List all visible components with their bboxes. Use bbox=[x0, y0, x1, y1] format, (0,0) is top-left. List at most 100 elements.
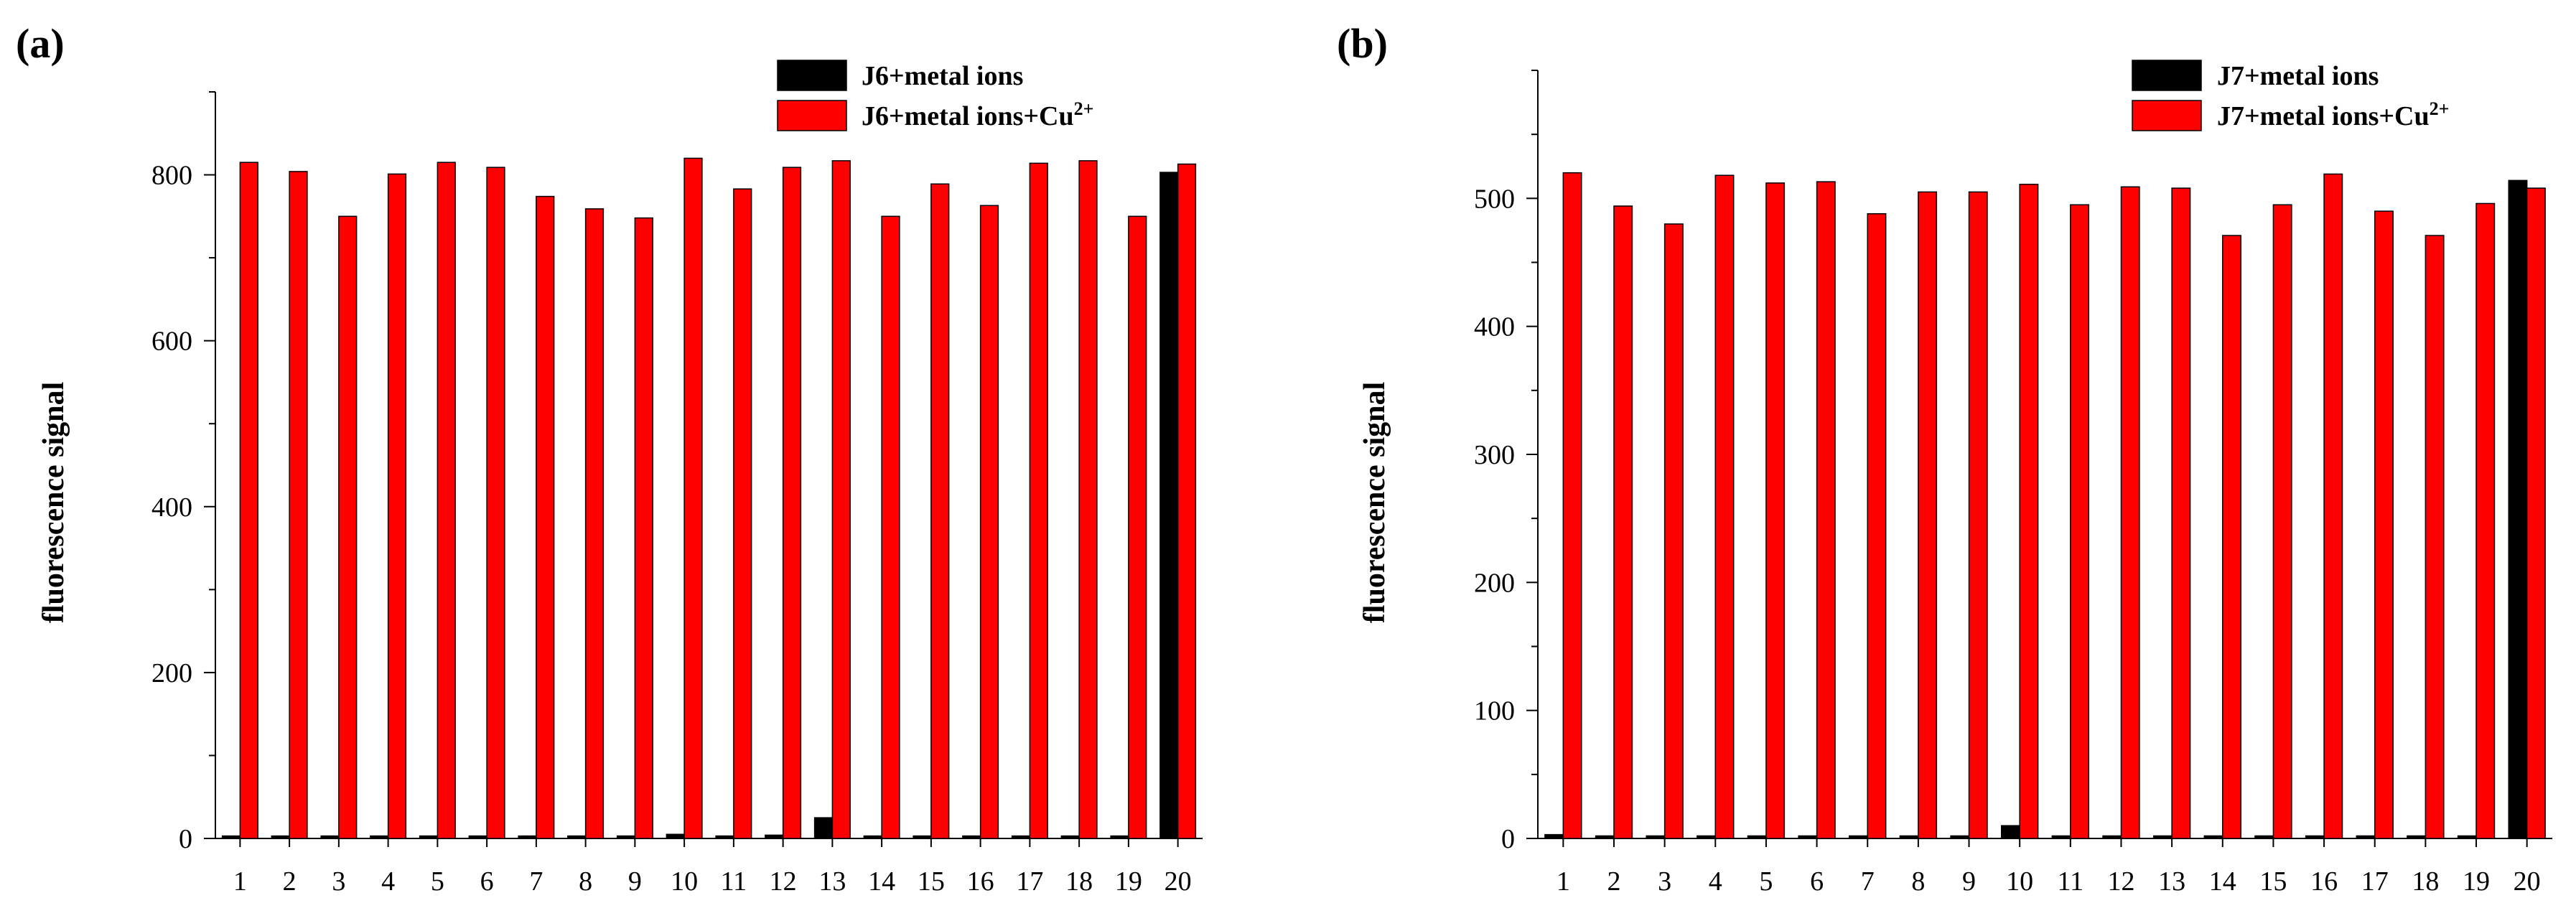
panel-b-x-tick-label: 14 bbox=[2209, 866, 2236, 897]
panel-a-bar-red-16 bbox=[979, 205, 999, 839]
panel-b-y-tick-label: 500 bbox=[1474, 184, 1515, 214]
panel-a-bar-red-14 bbox=[881, 215, 900, 839]
panel-a-bar-black-7 bbox=[518, 835, 537, 839]
panel-b-bar-red-2 bbox=[1613, 205, 1633, 839]
panel-b-bar-black-2 bbox=[1595, 835, 1615, 839]
panel-b-bar-red-11 bbox=[2070, 204, 2090, 839]
panel-b-bar-black-12 bbox=[2102, 835, 2122, 839]
panel-a-x-tick-label: 10 bbox=[671, 866, 698, 897]
panel-b-y-tick-label: 100 bbox=[1474, 696, 1515, 726]
panel-b-legend-swatch-red bbox=[2132, 100, 2202, 131]
panel-a-bar-red-4 bbox=[387, 173, 407, 839]
panel-b-x-tick-label: 19 bbox=[2463, 866, 2490, 897]
panel-a-bar-black-1 bbox=[221, 835, 241, 839]
panel-b-bar-red-6 bbox=[1816, 181, 1836, 839]
panel-b-bar-red-10 bbox=[2019, 183, 2039, 839]
panel-a-legend-label-1-sup: 2+ bbox=[1074, 98, 1094, 119]
panel-a-x-tick-label: 11 bbox=[721, 866, 747, 897]
panel-b-legend-swatch-black bbox=[2132, 60, 2202, 91]
panel-b-bar-black-9 bbox=[1950, 835, 1970, 839]
panel-b-y-tick-label: 300 bbox=[1474, 440, 1515, 470]
panel-a-bar-black-17 bbox=[1011, 835, 1031, 839]
panel-a-bar-black-12 bbox=[765, 834, 784, 839]
panel-b-bar-red-8 bbox=[1918, 191, 1938, 839]
panel-b-y-tick-label: 0 bbox=[1501, 824, 1515, 854]
panel-a-bar-black-9 bbox=[616, 835, 636, 839]
panel-b-bar-red-7 bbox=[1867, 212, 1887, 839]
panel-b-x-tick-label: 16 bbox=[2310, 866, 2338, 897]
panel-a-bar-red-7 bbox=[536, 195, 555, 839]
panel-a-bar-black-10 bbox=[666, 833, 685, 839]
panel-b-legend-label-0: J7+metal ions bbox=[2217, 61, 2379, 91]
panel-a-legend-label-1-main: J6+metal ions+Cu bbox=[862, 101, 1074, 131]
panel-a-bar-red-13 bbox=[831, 160, 851, 839]
panel-b-bar-black-3 bbox=[1646, 835, 1666, 839]
panel-a-legend-label-0: J6+metal ions bbox=[862, 61, 1023, 91]
panel-a-x-tick-label: 14 bbox=[868, 866, 895, 897]
panel-a-x-tick-label: 7 bbox=[529, 866, 543, 897]
panel-b-bar-black-18 bbox=[2407, 835, 2427, 839]
panel-b-legend: J7+metal ions J7+metal ions+Cu2+ bbox=[2132, 60, 2449, 131]
panel-a-legend: J6+metal ions J6+metal ions+Cu2+ bbox=[777, 60, 1093, 131]
panel-b-bar-red-1 bbox=[1562, 172, 1582, 839]
panel-a-x-tick-label: 8 bbox=[579, 866, 592, 897]
panel-a-y-axis-title: fluorescence signal bbox=[37, 382, 70, 623]
panel-a-bar-red-10 bbox=[683, 157, 703, 839]
panel-b-legend-label-1-main: J7+metal ions+Cu bbox=[2217, 101, 2430, 131]
panel-b-bar-black-16 bbox=[2305, 835, 2325, 839]
panel-b-x-tick-label: 8 bbox=[1911, 866, 1925, 897]
panel-b-x-tick-label: 18 bbox=[2412, 866, 2439, 897]
panel-b-bar-red-17 bbox=[2374, 210, 2394, 839]
panel-b-bars bbox=[1544, 172, 2546, 839]
panel-a-bar-red-12 bbox=[782, 167, 802, 839]
panel-a-x-tick-label: 6 bbox=[480, 866, 494, 897]
panel-a-legend-swatch-black bbox=[777, 60, 847, 91]
panel-b-legend-label-1: J7+metal ions+Cu2+ bbox=[2217, 98, 2449, 131]
panel-a-y-tick-label: 800 bbox=[151, 161, 192, 191]
panel-b-bar-red-15 bbox=[2272, 204, 2292, 839]
panel-b-bar-red-12 bbox=[2120, 186, 2140, 839]
panel-a-bars bbox=[221, 157, 1197, 839]
panel-a-x-tick-label: 1 bbox=[233, 866, 247, 897]
panel-a-bar-red-17 bbox=[1029, 162, 1048, 839]
panel-b-bar-black-19 bbox=[2457, 835, 2477, 839]
panel-a-x-tick-label: 20 bbox=[1165, 866, 1192, 897]
panel-b-bar-red-13 bbox=[2171, 187, 2191, 839]
panel-b-x-tick-label: 3 bbox=[1658, 866, 1671, 897]
panel-b-y-axis-title: fluorescence signal bbox=[1358, 382, 1391, 623]
panel-b-x-tick-label: 12 bbox=[2107, 866, 2134, 897]
panel-b-label: (b) bbox=[1337, 20, 1388, 67]
panel-a-bar-black-19 bbox=[1110, 835, 1129, 839]
panel-a-bar-red-2 bbox=[289, 171, 308, 839]
panel-a-x-tick-label: 19 bbox=[1115, 866, 1142, 897]
panel-a-bar-black-15 bbox=[913, 835, 932, 839]
panel-b-x-tick-label: 13 bbox=[2158, 866, 2185, 897]
panel-b-x-tick-label: 4 bbox=[1709, 866, 1722, 897]
panel-a-x-tick-label: 13 bbox=[818, 866, 846, 897]
panel-b-bar-red-3 bbox=[1663, 223, 1684, 839]
panel-a-bar-red-5 bbox=[437, 162, 456, 839]
panel-a-bar-red-15 bbox=[930, 183, 950, 839]
panel-a-bar-red-18 bbox=[1078, 160, 1098, 839]
panel-b-x-tick-label: 20 bbox=[2514, 866, 2541, 897]
panel-a-bar-black-16 bbox=[962, 835, 981, 839]
panel-b-bar-red-19 bbox=[2475, 202, 2496, 839]
panel-b-x-tick-label: 7 bbox=[1861, 866, 1875, 897]
panel-a-bar-black-6 bbox=[468, 835, 487, 839]
panel-a-y-tick-label: 0 bbox=[179, 824, 192, 854]
panel-a-legend-label-1: J6+metal ions+Cu2+ bbox=[862, 98, 1093, 131]
panel-a-bar-black-11 bbox=[715, 835, 734, 839]
panel-a-x-tick-label: 4 bbox=[381, 866, 395, 897]
panel-a-x-tick-label: 12 bbox=[770, 866, 797, 897]
panel-a-bar-black-4 bbox=[370, 835, 389, 839]
panel-a-bar-red-1 bbox=[239, 162, 258, 839]
panel-b-bar-red-5 bbox=[1765, 182, 1786, 839]
panel-b-bar-red-9 bbox=[1968, 191, 1988, 839]
panel-b-bar-black-7 bbox=[1849, 835, 1868, 839]
panel-b-bar-black-15 bbox=[2254, 835, 2274, 839]
panel-a-y-tick-label: 200 bbox=[151, 658, 192, 688]
panel-b-legend-label-1-sup: 2+ bbox=[2430, 98, 2450, 119]
panel-b-x-tick-label: 11 bbox=[2058, 866, 2084, 897]
